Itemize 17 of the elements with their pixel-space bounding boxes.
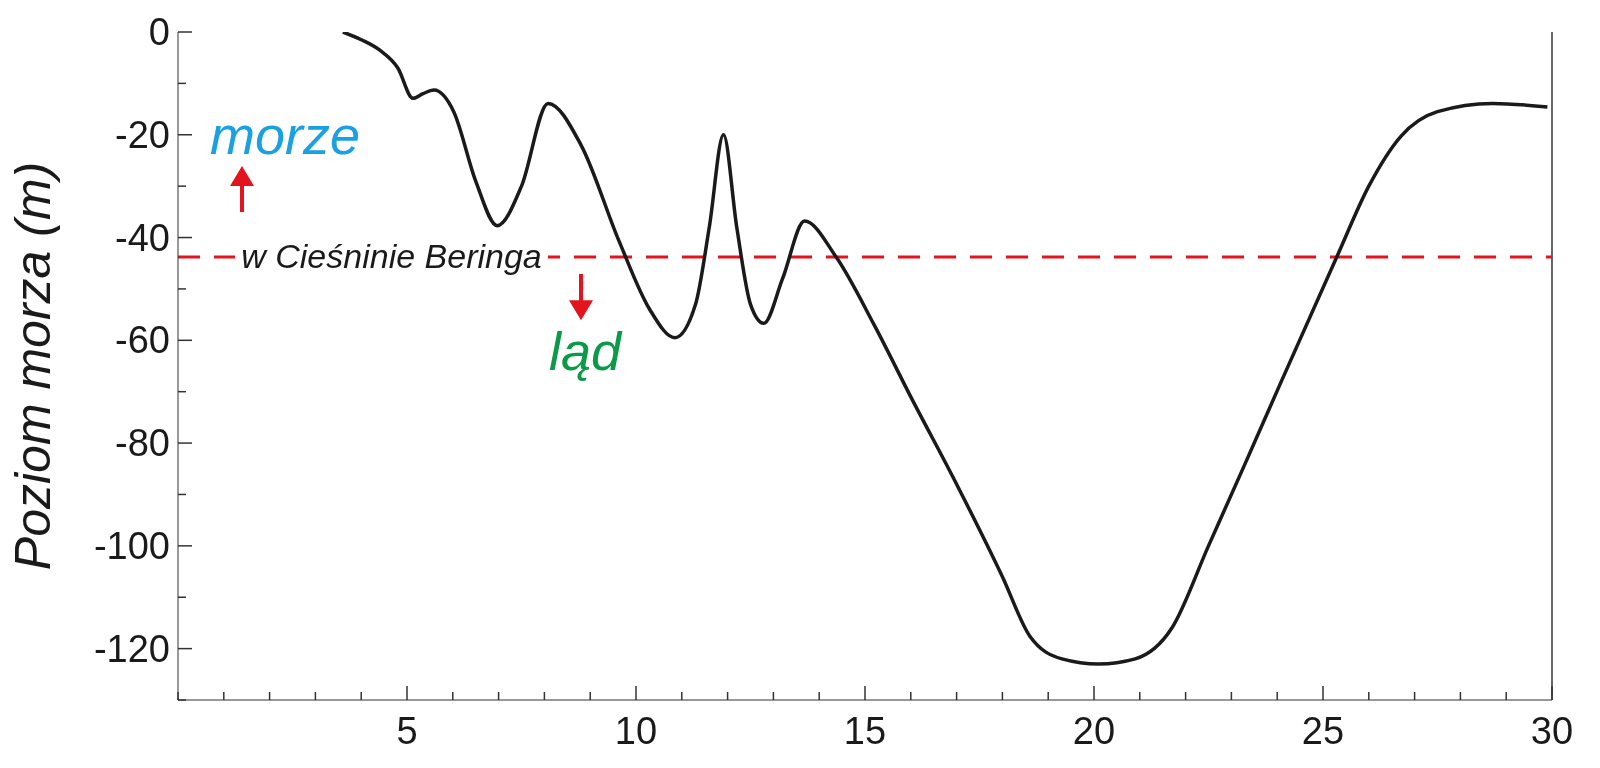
x-tick-label: 10: [614, 710, 658, 752]
y-tick-label: 0: [148, 11, 170, 53]
y-tick-label: -20: [115, 113, 170, 156]
y-tick-label: -80: [115, 422, 170, 465]
y-axis-title: Poziom morza (m): [4, 161, 61, 571]
x-tick-label: 30: [1530, 710, 1574, 752]
y-tick-label: -120: [93, 627, 170, 670]
x-tick-label: 5: [396, 710, 418, 752]
x-tick-label: 15: [843, 710, 887, 752]
x-tick-label: 20: [1072, 710, 1116, 752]
x-tick-label: 25: [1301, 710, 1345, 752]
y-tick-label: -60: [115, 319, 170, 362]
annotation: morze: [210, 103, 361, 167]
y-tick-label: -100: [93, 524, 170, 567]
ref-line-label: w Cieśninie Beringa: [235, 233, 548, 280]
y-tick-label: -40: [115, 216, 170, 259]
annotation: ląd: [548, 319, 622, 383]
